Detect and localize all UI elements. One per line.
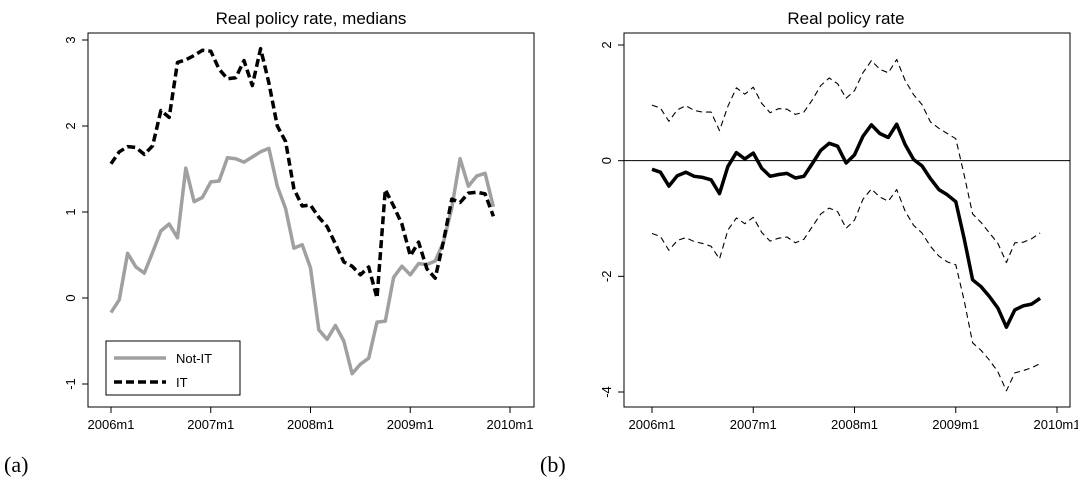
- series-line-not-it: [109, 146, 496, 376]
- x-tick-label: 2009m1: [932, 417, 979, 432]
- x-tick-label: 2007m1: [730, 417, 777, 432]
- legend-label-it: IT: [176, 375, 188, 390]
- y-tick-label: -4: [599, 386, 614, 398]
- y-tick-label: 2: [599, 41, 614, 48]
- series-line-series-0: [651, 122, 1042, 329]
- x-tick-label: 2009m1: [387, 417, 434, 432]
- panel-a-series: [109, 46, 496, 376]
- y-tick-label: 2: [63, 122, 78, 129]
- panel-b-chart: Real policy rate 2006m1 2007m1 2008m1 2009m…: [540, 9, 1078, 477]
- x-tick-label: 2008m1: [831, 417, 878, 432]
- series-line-it: [109, 46, 496, 300]
- panel-b-ticks: 2006m1 2007m1 2008m1 2009m1 2010m1 -4 -2 0 2: [599, 41, 1078, 432]
- panel-a-chart: Real policy rate, medians 2006m1 2007m1 20…: [4, 9, 535, 477]
- panel-b-plot-frame: [623, 32, 1071, 408]
- x-tick-label: 2007m1: [187, 417, 234, 432]
- x-tick-label: 2006m1: [629, 417, 676, 432]
- panel-b-label: (b): [540, 452, 566, 477]
- panel-a-label: (a): [4, 452, 28, 477]
- x-tick-label: 2010m1: [1034, 417, 1078, 432]
- legend-label-not-it: Not-IT: [176, 351, 212, 366]
- x-tick-label: 2006m1: [88, 417, 135, 432]
- panel-a-legend-box: [105, 340, 241, 396]
- y-tick-label: 1: [63, 208, 78, 215]
- series-line-series-1: [651, 58, 1041, 264]
- panel-b-title: Real policy rate: [787, 9, 904, 28]
- x-tick-label: 2010m1: [487, 417, 534, 432]
- panel-a-ticks: 2006m1 2007m1 2008m1 2009m1 2010m1 -1 0 1 2 3: [63, 36, 533, 432]
- y-tick-label: -2: [599, 271, 614, 283]
- series-line-series-2: [651, 188, 1041, 392]
- panel-a-legend: Not-IT IT: [105, 340, 241, 396]
- x-tick-label: 2008m1: [287, 417, 334, 432]
- y-tick-label: 0: [599, 157, 614, 164]
- y-tick-label: -1: [63, 378, 78, 390]
- panel-a-title: Real policy rate, medians: [216, 9, 407, 28]
- y-tick-label: 0: [63, 294, 78, 301]
- y-tick-label: 3: [63, 36, 78, 43]
- panel-b-series: [624, 58, 1070, 392]
